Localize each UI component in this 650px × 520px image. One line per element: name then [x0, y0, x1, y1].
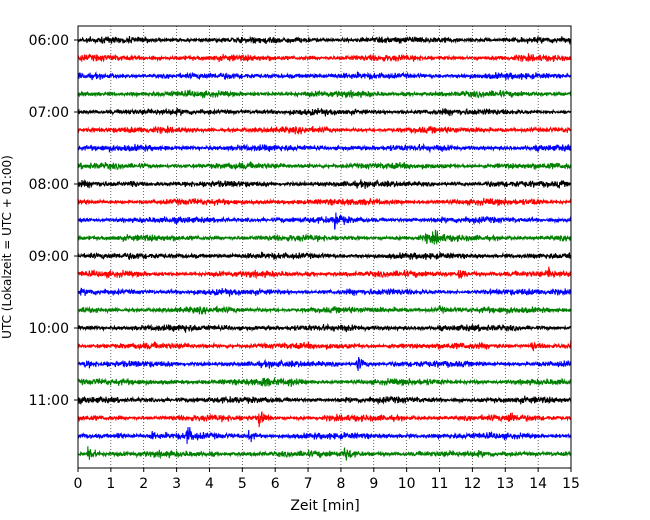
plot-frame: [77, 25, 572, 469]
trace-0715: [77, 125, 572, 135]
x-tick-label: 7: [304, 476, 313, 492]
trace-1000: [77, 322, 572, 333]
trace-0945: [77, 305, 572, 316]
x-tick-label: 8: [336, 476, 345, 492]
y-axis-ticks: 06:00 07:00 08:00 09:00 10:00 11:00: [29, 33, 78, 409]
trace-0600: [77, 35, 572, 46]
trace-0830: [77, 212, 572, 230]
trace-1045: [77, 377, 572, 388]
trace-0845: [77, 229, 572, 246]
x-tick-label: 5: [238, 476, 247, 492]
trace-1145: [77, 446, 572, 461]
x-tick-label: 11: [431, 476, 449, 492]
trace-1100: [77, 395, 572, 406]
x-tick-label: 1: [106, 476, 115, 492]
x-tick-label: 6: [271, 476, 280, 492]
trace-1130: [77, 426, 572, 444]
y-tick-label: 10:00: [29, 321, 69, 337]
x-axis-label: Zeit [min]: [290, 498, 359, 514]
trace-0745: [77, 160, 572, 171]
y-tick-label: 06:00: [29, 33, 69, 49]
x-tick-label: 3: [172, 476, 181, 492]
x-tick-label: 2: [139, 476, 148, 492]
y-tick-label: 09:00: [29, 249, 69, 265]
trace-0615: [77, 53, 572, 63]
y-tick-label: 08:00: [29, 177, 69, 193]
trace-0630: [77, 71, 572, 81]
y-tick-label: 07:00: [29, 105, 69, 121]
x-tick-label: 4: [205, 476, 214, 492]
trace-0645: [77, 89, 572, 100]
x-tick-label: 9: [369, 476, 378, 492]
trace-1030: [77, 356, 572, 372]
trace-0930: [77, 287, 572, 297]
x-tick-label: 12: [463, 476, 481, 492]
trace-1015: [77, 339, 572, 352]
trace-0700: [77, 107, 572, 117]
x-axis-ticks: 0 1 2 3 4 5 6 7 8 9 10 11 12 13 14 15: [74, 468, 580, 492]
x-tick-label: 10: [398, 476, 416, 492]
x-tick-label: 13: [496, 476, 514, 492]
trace-0915: [77, 266, 572, 280]
trace-0800: [77, 178, 572, 189]
trace-0730: [77, 142, 572, 154]
trace-group: [77, 35, 572, 461]
y-tick-label: 11:00: [29, 393, 69, 409]
x-tick-label: 14: [529, 476, 547, 492]
trace-0815: [77, 197, 572, 207]
x-tick-label: 0: [74, 476, 83, 492]
x-tick-label: 15: [562, 476, 580, 492]
y-axis-label: UTC (Lokalzeit = UTC + 01:00): [0, 155, 14, 339]
trace-1115: [77, 411, 572, 428]
trace-0900: [77, 251, 572, 261]
